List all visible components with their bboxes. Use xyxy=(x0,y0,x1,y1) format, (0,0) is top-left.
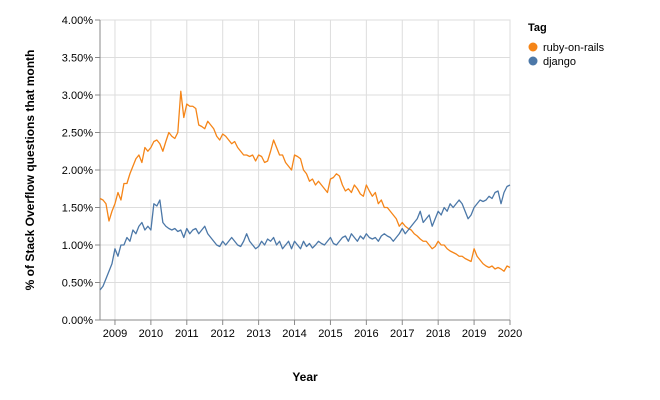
x-tick-label: 2011 xyxy=(175,328,199,340)
y-tick-label: 0.00% xyxy=(62,315,93,327)
legend-swatch-django xyxy=(528,56,538,66)
y-tick-label: 2.00% xyxy=(62,165,93,177)
legend-swatch-ruby-on-rails xyxy=(528,42,538,52)
series-line-ruby-on-rails xyxy=(99,90,511,272)
x-tick-label: 2015 xyxy=(318,328,342,340)
x-tick-label: 2018 xyxy=(426,328,450,340)
legend: Tag ruby-on-rails django xyxy=(528,22,605,68)
x-tick-label: 2010 xyxy=(139,328,163,340)
series-line-django xyxy=(99,184,511,291)
grid xyxy=(99,19,511,321)
y-tick-label: 4.00% xyxy=(62,15,93,27)
x-tick-label: 2013 xyxy=(246,328,270,340)
series xyxy=(99,90,511,291)
y-tick-label: 1.00% xyxy=(62,240,93,252)
x-tick-label: 2012 xyxy=(210,328,234,340)
y-tick-label: 0.50% xyxy=(62,278,93,290)
x-axis-title: Year xyxy=(292,370,318,384)
axes: 0.00% 0.50% 1.00% 1.50% 2.00% 2.50% 3.00% 3.50%… xyxy=(62,15,522,340)
x-tick-label: 2020 xyxy=(498,328,522,340)
x-tick-label: 2009 xyxy=(103,328,127,340)
x-tick-label: 2017 xyxy=(390,328,414,340)
legend-title: Tag xyxy=(528,22,547,34)
y-tick-label: 2.50% xyxy=(62,128,93,140)
x-tick-label: 2019 xyxy=(462,328,486,340)
y-tick-label: 1.50% xyxy=(62,203,93,215)
x-tick-label: 2014 xyxy=(282,328,306,340)
y-tick-label: 3.00% xyxy=(62,90,93,102)
legend-label-ruby-on-rails: ruby-on-rails xyxy=(543,42,605,54)
y-tick-label: 3.50% xyxy=(62,53,93,65)
x-tick-label: 2016 xyxy=(354,328,378,340)
legend-label-django: django xyxy=(543,56,576,68)
y-axis-title: % of Stack Overflow questions that month xyxy=(23,50,37,291)
